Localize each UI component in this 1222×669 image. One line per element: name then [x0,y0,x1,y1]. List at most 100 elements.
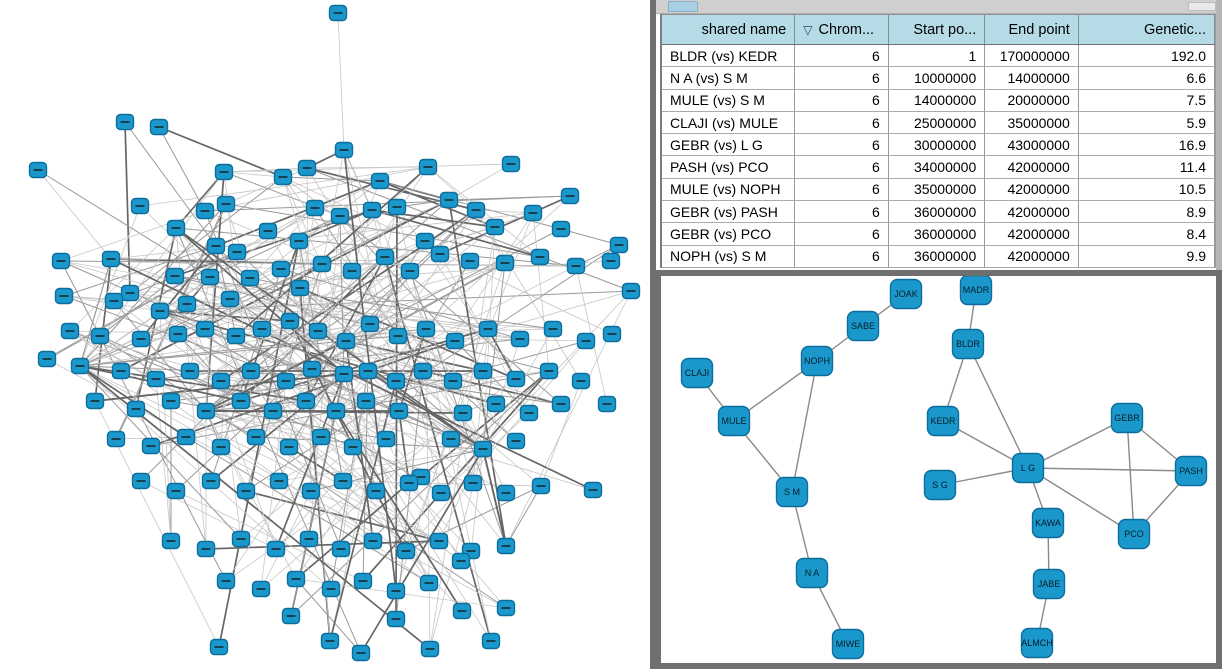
network-edge[interactable] [321,263,497,405]
network-node[interactable] [120,284,140,302]
network-node[interactable] [161,532,181,550]
table-cell[interactable]: 6 [795,245,889,268]
table-cell[interactable]: 6 [795,89,889,112]
column-header-chromosome[interactable]: ▽ Chrom... [795,15,889,44]
network-node[interactable] [597,395,617,413]
network-node-l-g[interactable]: L G [1011,452,1045,484]
table-cell[interactable]: 10000000 [888,67,986,90]
network-node[interactable] [343,438,363,456]
network-node[interactable] [150,302,170,320]
network-node[interactable] [104,292,124,310]
network-edge[interactable] [69,330,207,412]
network-node[interactable] [334,365,354,383]
network-edge[interactable] [343,373,377,492]
network-node[interactable] [351,644,371,662]
network-node[interactable] [366,482,386,500]
network-node[interactable] [429,532,449,550]
network-edge[interactable] [321,263,577,267]
table-scroll-thumb[interactable] [668,1,698,12]
table-cell[interactable]: 34000000 [888,156,986,179]
network-edge[interactable] [63,295,484,450]
network-edge[interactable] [261,166,429,330]
network-edge[interactable] [209,215,341,278]
network-node[interactable] [443,372,463,390]
network-node[interactable] [196,402,216,420]
node-shape[interactable] [1031,507,1065,539]
table-cell[interactable]: 7.5 [1078,89,1215,112]
node-shape[interactable] [1020,627,1054,659]
network-edge[interactable] [158,126,206,212]
network-node[interactable] [389,402,409,420]
network-node[interactable] [269,472,289,490]
network-node-madr[interactable]: MADR [959,276,993,306]
network-edge[interactable] [290,370,550,617]
network-node[interactable] [360,315,380,333]
network-node[interactable] [37,350,57,368]
network-node[interactable] [51,252,71,270]
table-row[interactable]: MULE (vs) NOPH 6 35000000 42000000 10.5 [662,178,1215,202]
network-edge[interactable] [60,210,206,262]
network-edge[interactable] [223,171,257,438]
network-node-claji[interactable]: CLAJI [680,357,714,389]
table-cell[interactable]: 43000000 [985,134,1079,157]
network-edge[interactable] [205,270,411,412]
table-cell[interactable]: 20000000 [985,89,1079,112]
network-edge[interactable] [205,410,322,438]
network-node[interactable] [168,325,188,343]
table-cell[interactable]: N A (vs) S M [662,67,796,90]
network-node[interactable] [415,232,435,250]
main-network-panel[interactable] [0,0,650,669]
table-cell[interactable]: 35000000 [888,178,986,202]
network-node[interactable] [336,332,356,350]
sub-network-view[interactable]: JOAK SABE NOPH CLAJI MULE S M N A MIWE MADR BLDR K… [661,276,1216,663]
network-node-gebr[interactable]: GEBR [1110,402,1144,434]
network-edge[interactable] [177,333,442,494]
table-cell[interactable]: 1 [888,45,986,68]
table-cell[interactable]: 192.0 [1078,45,1215,68]
network-node-bldr[interactable]: BLDR [951,328,985,360]
network-node[interactable] [236,482,256,500]
network-node[interactable] [231,530,251,548]
network-node[interactable] [439,191,459,209]
network-node-pash[interactable]: PASH [1174,455,1208,487]
network-edge[interactable] [129,260,612,294]
network-node[interactable] [101,250,121,268]
network-node[interactable] [220,290,240,308]
network-edge[interactable] [475,209,506,264]
network-edge[interactable] [79,205,141,367]
network-edge[interactable] [371,209,541,258]
network-edge[interactable] [472,328,489,484]
network-node[interactable] [566,257,586,275]
network-node[interactable] [296,392,316,410]
network-node[interactable] [451,552,471,570]
network-node[interactable] [216,195,236,213]
network-edge[interactable] [427,166,477,211]
network-node[interactable] [481,632,501,650]
network-node[interactable] [376,430,396,448]
network-node[interactable] [413,362,433,380]
network-node[interactable] [206,237,226,255]
network-node[interactable] [531,477,551,495]
network-edge[interactable] [295,578,362,654]
table-row[interactable]: GEBR (vs) PCO 6 36000000 42000000 8.4 [662,223,1215,246]
network-edge[interactable] [560,228,620,246]
node-shape[interactable] [1117,518,1151,550]
network-edge[interactable] [110,258,282,270]
network-edge[interactable] [225,203,541,258]
network-node[interactable] [330,207,350,225]
network-node-s-g[interactable]: S G [923,469,957,501]
table-cell[interactable]: MULE (vs) NOPH [662,178,796,202]
network-edge[interactable] [260,490,312,590]
network-node[interactable] [363,532,383,550]
table-cell[interactable]: 6 [795,111,889,135]
network-node[interactable] [85,392,105,410]
network-node[interactable] [431,484,451,502]
network-node[interactable] [231,392,251,410]
network-node[interactable] [485,218,505,236]
network-edge[interactable] [532,212,550,372]
network-edge[interactable] [79,365,407,552]
network-node[interactable] [276,372,296,390]
network-edge[interactable] [438,448,484,542]
network-edge[interactable] [225,203,251,279]
network-node[interactable] [370,172,390,190]
